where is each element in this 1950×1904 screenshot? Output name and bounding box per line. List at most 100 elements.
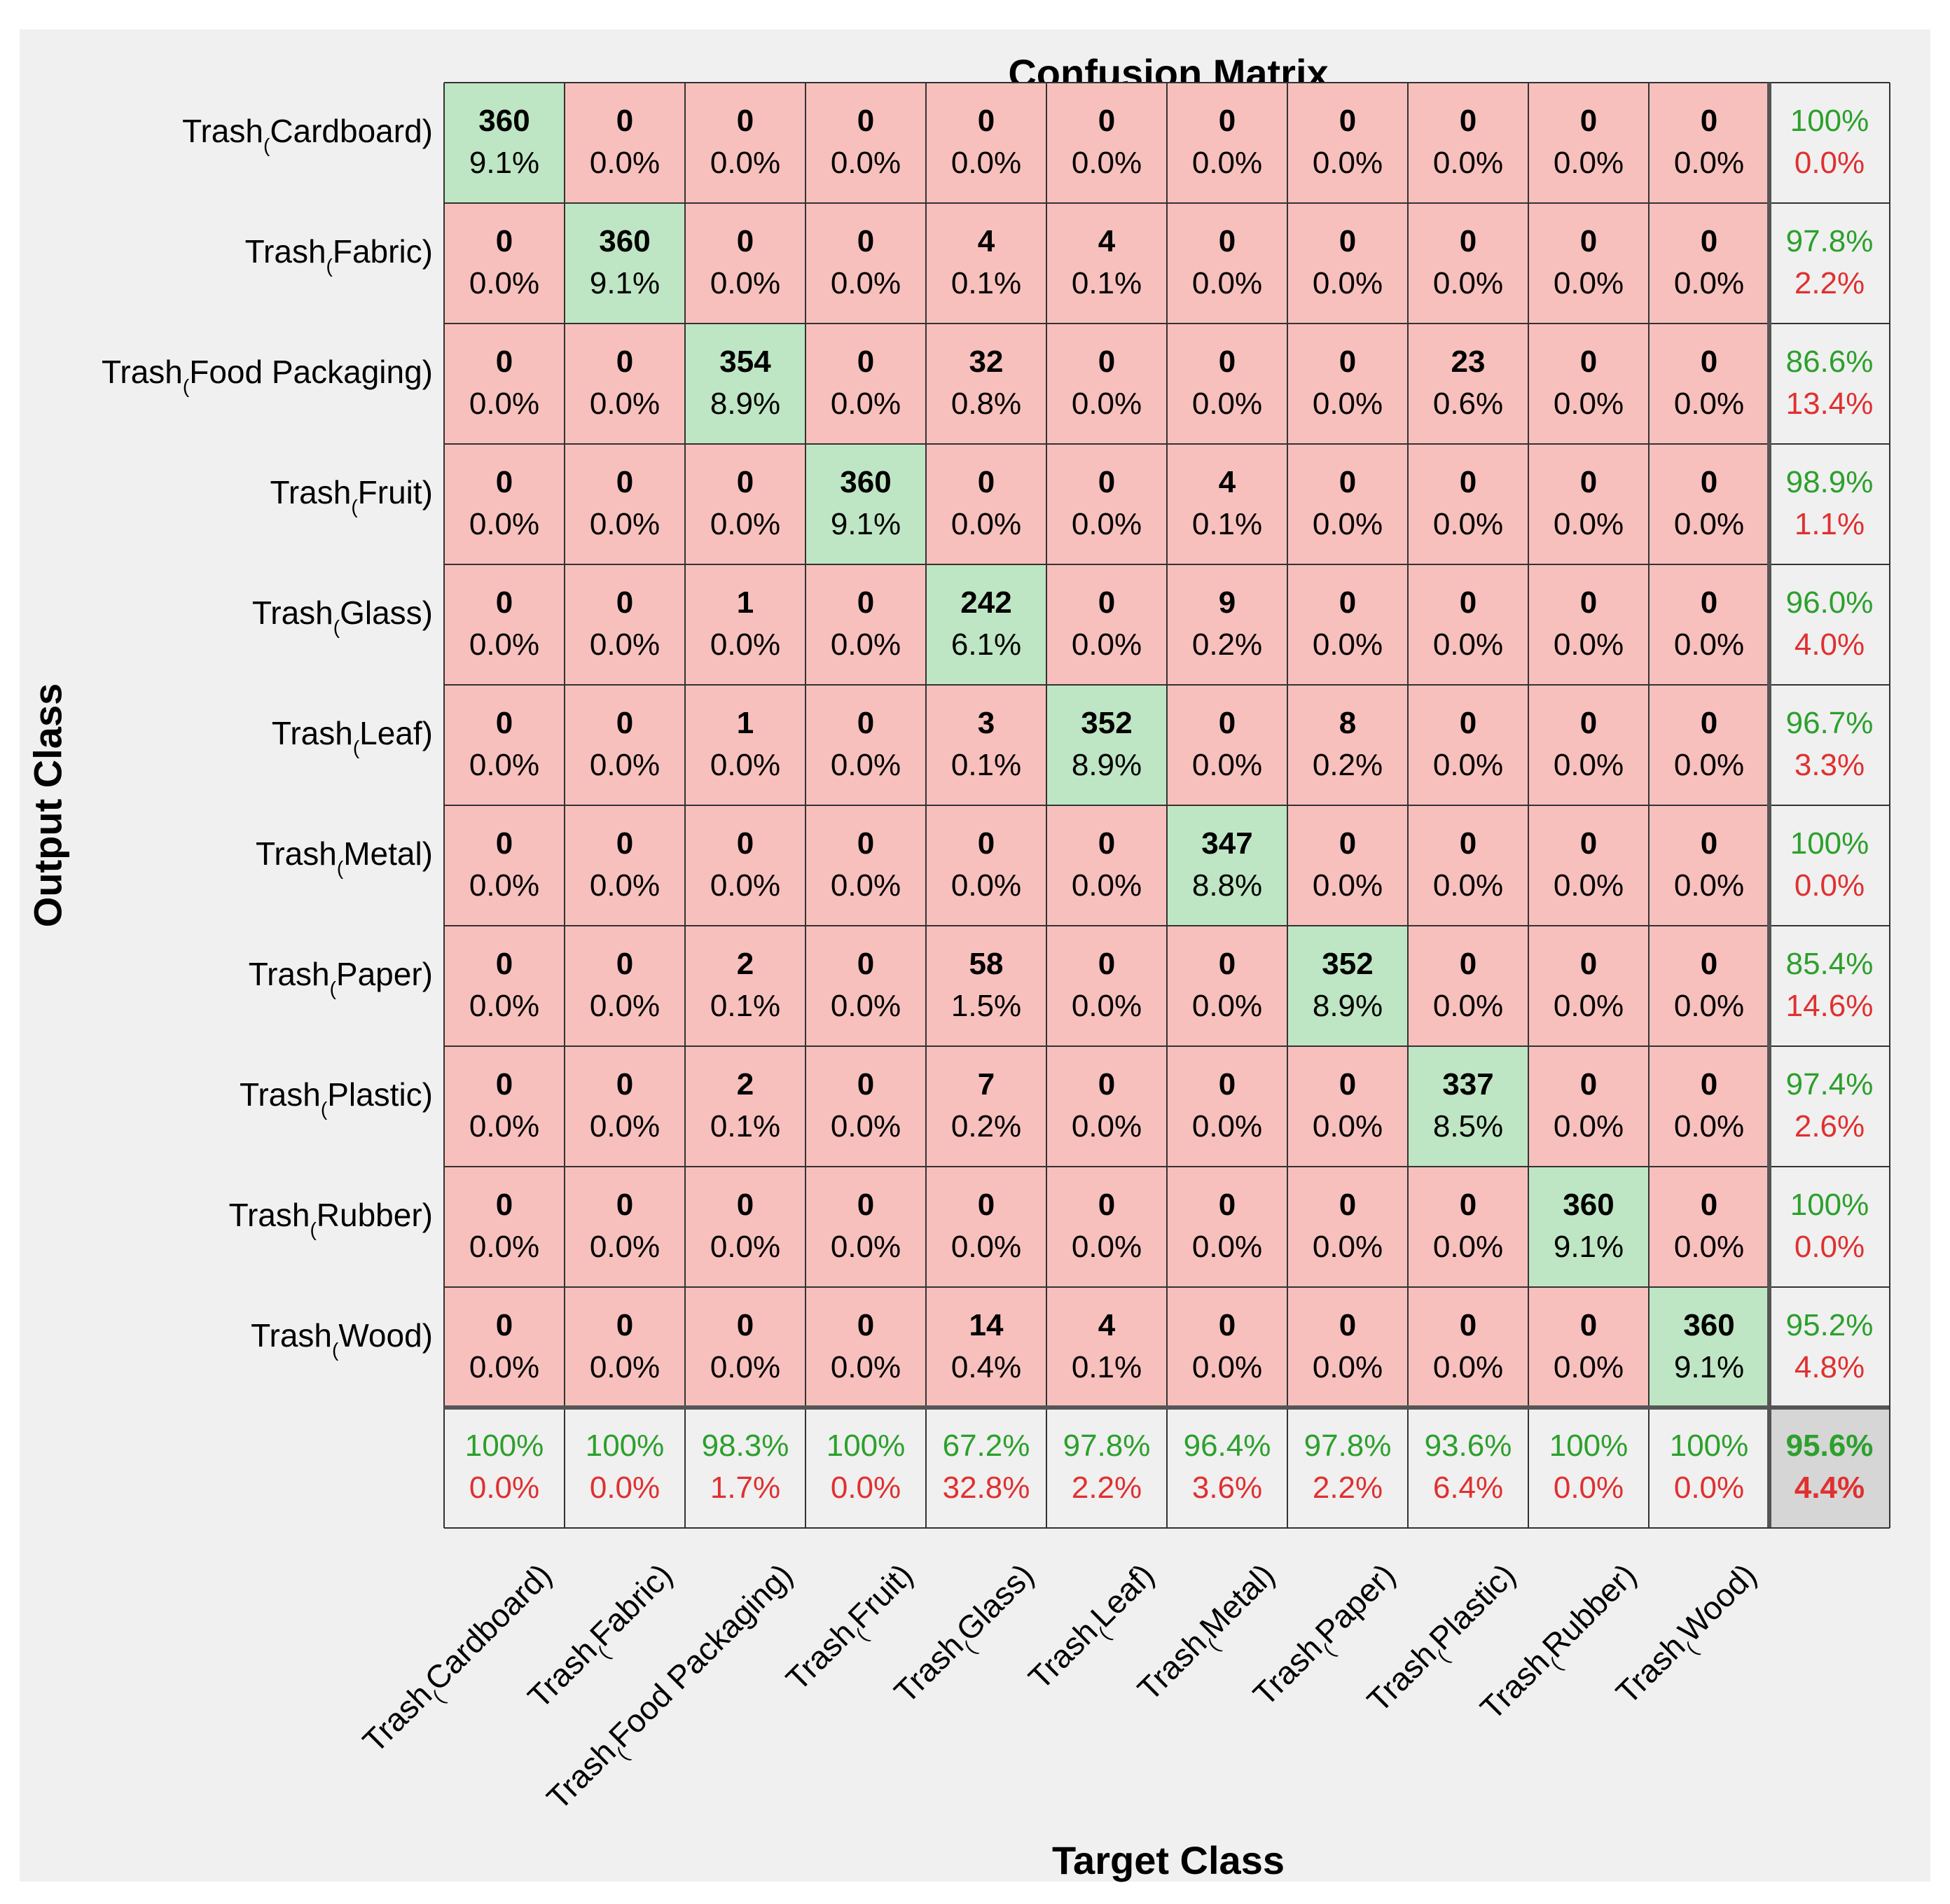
column-summary-cell-top-text: 100% bbox=[1669, 1429, 1749, 1463]
row-label: Trash(Fabric) bbox=[245, 232, 433, 277]
matrix-cell-bottom-text: 0.1% bbox=[950, 748, 1022, 782]
matrix-cell: 4 0.1% bbox=[1046, 203, 1167, 324]
matrix-cell-bottom-text: 0.0% bbox=[710, 627, 781, 662]
matrix-cell-top-text: 58 bbox=[969, 947, 1004, 981]
matrix-cell: 0 0.0% bbox=[1046, 1167, 1167, 1287]
matrix-cell-top-text: 0 bbox=[1218, 1188, 1236, 1222]
matrix-cell-bottom-text: 0.0% bbox=[1312, 1350, 1383, 1384]
matrix-cell: 0 0.0% bbox=[444, 444, 565, 564]
matrix-cell: 0 0.0% bbox=[1408, 685, 1528, 805]
matrix-cell-top-text: 0 bbox=[1579, 706, 1598, 740]
matrix-cell: 0 0.0% bbox=[685, 444, 805, 564]
matrix-cell-bottom-text: 0.1% bbox=[950, 266, 1022, 300]
matrix-cell-bottom-text: 0.0% bbox=[1673, 507, 1745, 541]
matrix-cell: 0 0.0% bbox=[1649, 324, 1769, 444]
column-summary-cell-bottom-text: 6.4% bbox=[1432, 1471, 1504, 1505]
matrix-cell: 4 0.1% bbox=[1046, 1287, 1167, 1408]
row-label-subscript: ( bbox=[336, 857, 344, 879]
row-summary-cell-top-text: 85.4% bbox=[1785, 947, 1874, 981]
matrix-cell: 0 0.0% bbox=[1528, 1287, 1649, 1408]
column-summary-cell-top-text: 100% bbox=[585, 1429, 665, 1463]
row-summary-cell-top-text: 100% bbox=[1790, 104, 1869, 138]
matrix-cell-diagonal: 360 9.1% bbox=[1649, 1287, 1769, 1408]
row-label: Trash(Cardboard) bbox=[182, 112, 433, 157]
matrix-cell-diagonal-bottom-text: 9.1% bbox=[589, 266, 661, 300]
matrix-cell-bottom-text: 0.0% bbox=[589, 868, 661, 903]
row-label: Trash(Paper) bbox=[249, 955, 433, 1000]
matrix-cell-diagonal: 360 9.1% bbox=[444, 83, 565, 203]
row-label-subscript: ( bbox=[333, 616, 340, 638]
matrix-cell-diagonal: 360 9.1% bbox=[805, 444, 926, 564]
overall-accuracy-cell-top-text: 95.6% bbox=[1785, 1429, 1874, 1463]
matrix-cell-bottom-text: 0.0% bbox=[589, 1350, 661, 1384]
matrix-cell: 1 0.0% bbox=[685, 564, 805, 685]
matrix-cell-top-text: 0 bbox=[1579, 345, 1598, 379]
matrix-cell-bottom-text: 0.0% bbox=[830, 1230, 901, 1264]
matrix-cell: 0 0.0% bbox=[1408, 203, 1528, 324]
matrix-cell: 0 0.0% bbox=[1528, 324, 1649, 444]
column-summary-cell-bottom-text: 2.2% bbox=[1071, 1471, 1142, 1505]
matrix-cell-diagonal-bottom-text: 8.9% bbox=[1312, 989, 1383, 1023]
matrix-cell: 0 0.0% bbox=[1167, 1046, 1287, 1167]
matrix-cell-top-text: 1 bbox=[736, 585, 754, 620]
matrix-cell-top-text: 0 bbox=[1339, 465, 1357, 499]
matrix-cell: 0 0.0% bbox=[805, 564, 926, 685]
matrix-cell-top-text: 0 bbox=[857, 224, 875, 258]
matrix-cell-diagonal-bottom-text: 9.1% bbox=[830, 507, 901, 541]
column-summary-cell-top-text: 96.4% bbox=[1183, 1429, 1271, 1463]
matrix-cell-bottom-text: 0.0% bbox=[1673, 627, 1745, 662]
row-summary-cell: 97.8% 2.2% bbox=[1769, 203, 1890, 324]
matrix-cell-diagonal-bottom-text: 8.9% bbox=[1071, 748, 1142, 782]
row-summary-cell: 96.0% 4.0% bbox=[1769, 564, 1890, 685]
matrix-cell-diagonal-bottom-text: 8.9% bbox=[710, 387, 781, 421]
row-summary-cell-top-text: 97.4% bbox=[1785, 1067, 1874, 1102]
matrix-cell: 8 0.2% bbox=[1287, 685, 1408, 805]
matrix-cell-bottom-text: 0.0% bbox=[1553, 1350, 1624, 1384]
row-summary-cell-bottom-text: 2.6% bbox=[1794, 1109, 1865, 1144]
matrix-cell-bottom-text: 0.0% bbox=[469, 387, 540, 421]
matrix-cell: 0 0.0% bbox=[1167, 203, 1287, 324]
matrix-cell-bottom-text: 0.0% bbox=[830, 266, 901, 300]
matrix-cell-bottom-text: 0.0% bbox=[1673, 1230, 1745, 1264]
matrix-cell-diagonal-top-text: 242 bbox=[960, 585, 1012, 620]
matrix-cell-bottom-text: 0.0% bbox=[469, 748, 540, 782]
matrix-cell-diagonal-bottom-text: 8.5% bbox=[1432, 1109, 1504, 1144]
row-label: Trash(Metal) bbox=[256, 835, 433, 880]
column-summary-cell-top-text: 100% bbox=[464, 1429, 544, 1463]
matrix-cell-diagonal-top-text: 352 bbox=[1081, 706, 1133, 740]
matrix-cell-top-text: 0 bbox=[495, 1067, 513, 1102]
matrix-cell: 0 0.0% bbox=[805, 926, 926, 1046]
matrix-cell: 0 0.0% bbox=[685, 805, 805, 926]
matrix-cell-top-text: 0 bbox=[857, 706, 875, 740]
matrix-cell: 0 0.0% bbox=[1528, 926, 1649, 1046]
matrix-cell-top-text: 0 bbox=[1218, 104, 1236, 138]
matrix-cell: 0 0.0% bbox=[1528, 203, 1649, 324]
matrix-cell-bottom-text: 0.0% bbox=[1312, 146, 1383, 180]
row-label: Trash(Fruit) bbox=[270, 473, 433, 518]
matrix-cell-top-text: 0 bbox=[857, 1308, 875, 1342]
row-label-class-name: Wood) bbox=[338, 1317, 433, 1354]
row-summary-cell-top-text: 100% bbox=[1790, 826, 1869, 861]
matrix-cell-bottom-text: 0.0% bbox=[589, 507, 661, 541]
row-label: Trash(Leaf) bbox=[272, 714, 433, 759]
matrix-cell-bottom-text: 0.0% bbox=[950, 868, 1022, 903]
matrix-cell-top-text: 0 bbox=[857, 947, 875, 981]
column-summary-cell-top-text: 97.8% bbox=[1063, 1429, 1151, 1463]
matrix-cell: 0 0.0% bbox=[1408, 83, 1528, 203]
matrix-cell-bottom-text: 0.0% bbox=[1432, 507, 1504, 541]
row-label-prefix: Trash bbox=[270, 474, 352, 510]
matrix-cell-top-text: 0 bbox=[1218, 224, 1236, 258]
matrix-cell-top-text: 0 bbox=[1098, 585, 1116, 620]
matrix-cell-bottom-text: 0.0% bbox=[830, 868, 901, 903]
matrix-cell-top-text: 0 bbox=[1218, 345, 1236, 379]
matrix-cell-diagonal: 354 8.9% bbox=[685, 324, 805, 444]
row-summary-cell-top-text: 96.0% bbox=[1785, 585, 1874, 620]
matrix-cell: 2 0.1% bbox=[685, 1046, 805, 1167]
matrix-cell-top-text: 0 bbox=[736, 104, 754, 138]
matrix-cell-top-text: 0 bbox=[1459, 947, 1477, 981]
matrix-cell: 0 0.0% bbox=[926, 444, 1046, 564]
matrix-cell-top-text: 0 bbox=[1579, 826, 1598, 861]
matrix-cell-top-text: 0 bbox=[1098, 345, 1116, 379]
matrix-cell-top-text: 0 bbox=[857, 826, 875, 861]
matrix-cell: 0 0.0% bbox=[565, 324, 685, 444]
